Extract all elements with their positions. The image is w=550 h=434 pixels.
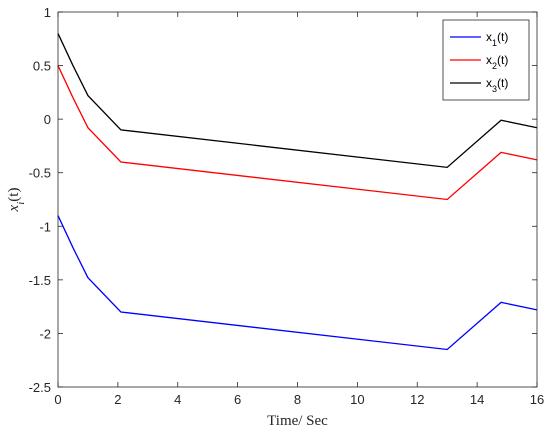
- y-axis-label: xi(t): [6, 188, 27, 213]
- x-tick-label: 12: [410, 392, 424, 407]
- y-tick-label: 1: [44, 5, 51, 20]
- y-tick-label: -0.5: [29, 166, 51, 181]
- x-tick-label: 10: [350, 392, 364, 407]
- x-tick-label: 2: [114, 392, 121, 407]
- y-tick-label: -2.5: [29, 380, 51, 395]
- y-tick-label: -2: [39, 326, 51, 341]
- y-tick-label: 0: [44, 112, 51, 127]
- legend-label-1: x1(t): [486, 30, 508, 48]
- x-tick-label: 14: [470, 392, 484, 407]
- x-tick-label: 0: [54, 392, 61, 407]
- ticks-layer: 0 2 4 6 8 10 12 14 16 -2.5 -2 -1.5 -1 -0.5 0 0.5 1: [29, 5, 545, 407]
- legend-label-3: x3(t): [486, 76, 508, 94]
- series-line-2: [57, 65, 538, 201]
- legend-label-2: x2(t): [486, 53, 508, 71]
- x-tick-label: 8: [294, 392, 301, 407]
- series-line-1: [57, 215, 538, 351]
- x-tick-label: 6: [234, 392, 241, 407]
- x-axis-label: Time/ Sec: [267, 413, 328, 429]
- legend: x1(t) x2(t) x3(t): [442, 19, 530, 101]
- series-layer: [57, 33, 538, 351]
- x-tick-label: 4: [174, 392, 181, 407]
- y-tick-label: 0.5: [33, 59, 51, 74]
- y-tick-label: -1.5: [29, 273, 51, 288]
- series-line-3: [57, 33, 538, 169]
- y-tick-label: -1: [39, 219, 51, 234]
- x-tick-label: 16: [530, 392, 544, 407]
